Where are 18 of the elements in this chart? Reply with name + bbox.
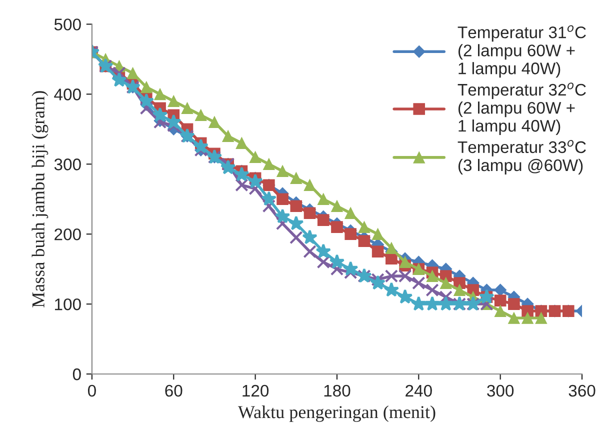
y-tick-label: 400	[54, 88, 81, 100]
legend-label: Temperatur 31$^{o}$C (2 lampu 60W + 1 lampu 40W)	[458, 25, 586, 78]
y-tick-label: 200	[54, 228, 81, 240]
x-tick-label: 360	[568, 384, 596, 397]
y-tick-label: 0	[72, 368, 81, 380]
y-tick-label: 300	[54, 158, 81, 170]
x-axis-title: Waktu pengeringan (menit)	[238, 406, 436, 422]
x-tick-label: 60	[165, 384, 182, 397]
x-tick-label: 300	[487, 384, 514, 397]
x-tick-label: 240	[406, 384, 432, 397]
x-tick-label: 120	[242, 384, 269, 397]
y-tick-label: 500	[54, 18, 81, 30]
x-tick-label: 180	[324, 384, 350, 397]
y-tick-label: 100	[55, 298, 81, 310]
y-axis-title: Massa buah jambu biji (gram)	[32, 91, 48, 308]
x-tick-label: 0	[88, 384, 96, 397]
legend-label: Temperatur 33$^{o}$C (3 lampu @60W)	[458, 140, 586, 174]
legend-label: Temperatur 32$^{o}$C (2 lampu 60W + 1 lampu 40W)	[458, 82, 586, 136]
